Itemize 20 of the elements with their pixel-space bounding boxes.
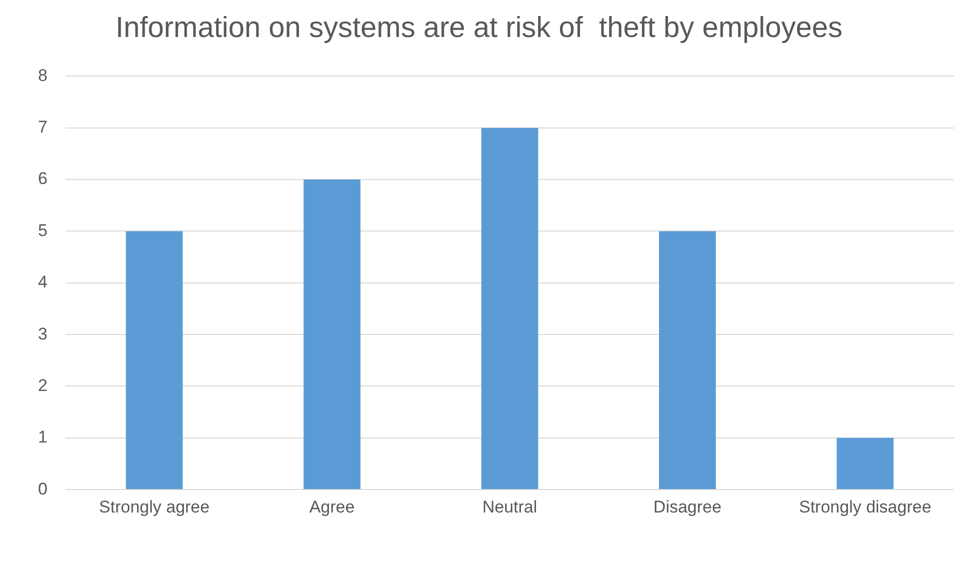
bar	[659, 231, 716, 490]
chart-title: Information on systems are at risk of theft by employees	[114, 11, 844, 46]
bar	[126, 231, 183, 490]
x-tick-label: Strongly disagree	[798, 497, 932, 516]
bar	[836, 438, 894, 490]
x-tick-label: Agree	[309, 497, 355, 516]
y-tick-label: 6	[38, 169, 48, 188]
x-tick-label: Strongly agree	[99, 497, 210, 516]
x-tick-label: Disagree	[653, 497, 722, 516]
y-tick-label: 3	[38, 324, 48, 344]
y-tick-label: 1	[38, 428, 48, 447]
y-tick-label: 4	[38, 272, 48, 292]
y-tick-label: 0	[38, 479, 48, 498]
bar	[481, 128, 538, 490]
y-tick-label: 2	[38, 376, 48, 395]
y-tick-label: 7	[38, 118, 48, 137]
x-tick-label: Neutral	[482, 497, 538, 516]
bar	[304, 180, 360, 490]
y-tick-label: 8	[38, 66, 48, 85]
y-tick-label: 5	[38, 220, 48, 240]
